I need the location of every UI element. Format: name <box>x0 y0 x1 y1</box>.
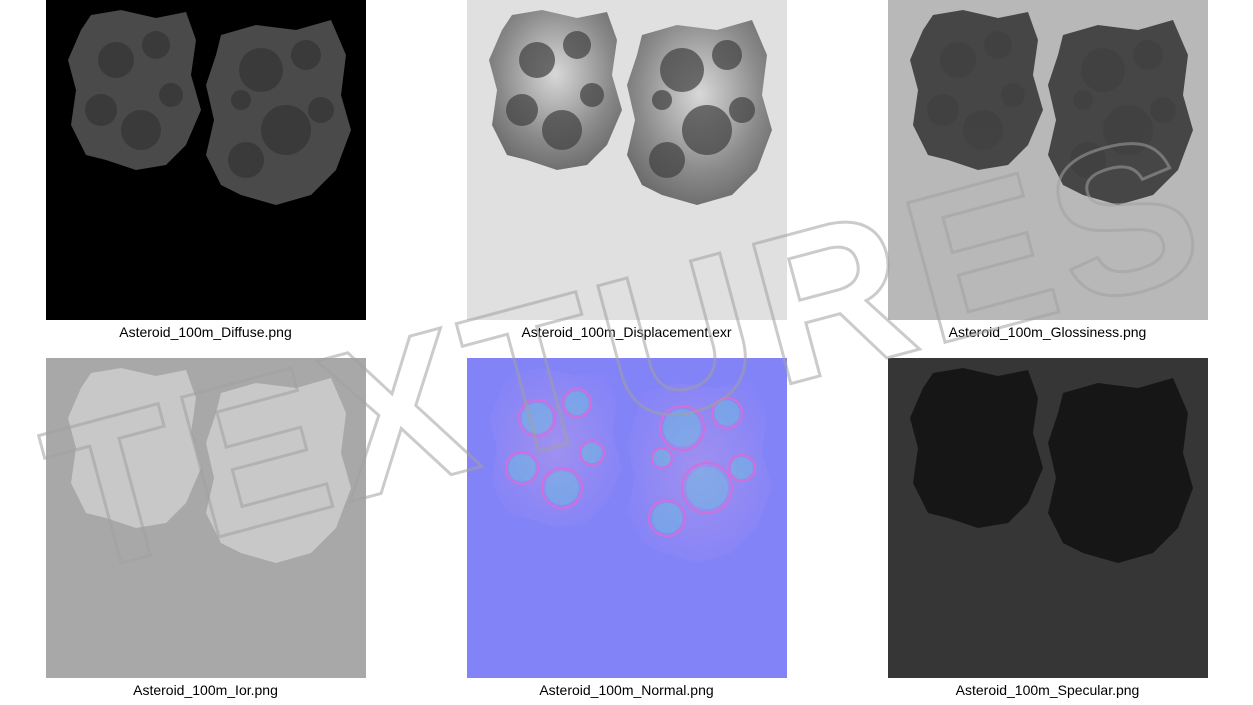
thumb-displacement <box>467 0 787 320</box>
texture-cell-normal: Asteroid_100m_Normal.png <box>461 358 792 705</box>
thumb-normal <box>467 358 787 678</box>
specular-svg <box>888 358 1208 678</box>
caption-diffuse: Asteroid_100m_Diffuse.png <box>119 324 292 340</box>
normal-svg <box>467 358 787 678</box>
texture-cell-diffuse: Asteroid_100m_Diffuse.png <box>40 0 371 348</box>
texture-cell-ior: Asteroid_100m_Ior.png <box>40 358 371 705</box>
texture-cell-glossiness: Asteroid_100m_Glossiness.png <box>882 0 1213 348</box>
caption-displacement: Asteroid_100m_Displacement.exr <box>521 324 731 340</box>
caption-ior: Asteroid_100m_Ior.png <box>133 682 278 698</box>
diffuse-svg <box>46 0 366 320</box>
thumb-ior <box>46 358 366 678</box>
ior-svg <box>46 358 366 678</box>
texture-cell-specular: Asteroid_100m_Specular.png <box>882 358 1213 705</box>
displacement-svg <box>467 0 787 320</box>
thumb-diffuse <box>46 0 366 320</box>
texture-cell-displacement: Asteroid_100m_Displacement.exr <box>461 0 792 348</box>
thumb-glossiness <box>888 0 1208 320</box>
thumb-specular <box>888 358 1208 678</box>
caption-specular: Asteroid_100m_Specular.png <box>956 682 1140 698</box>
caption-glossiness: Asteroid_100m_Glossiness.png <box>949 324 1147 340</box>
caption-normal: Asteroid_100m_Normal.png <box>539 682 713 698</box>
glossiness-svg <box>888 0 1208 320</box>
texture-grid: Asteroid_100m_Diffuse.png <box>0 0 1253 705</box>
